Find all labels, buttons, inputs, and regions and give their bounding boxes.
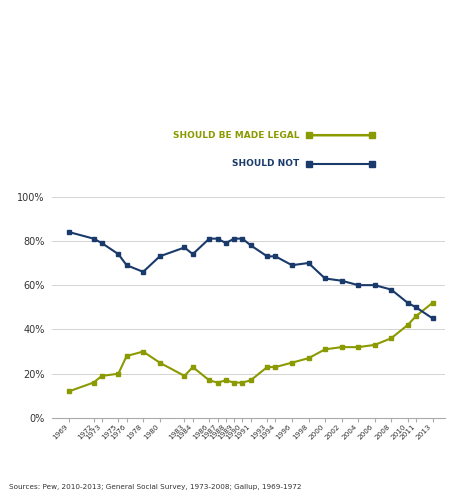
Text: SHOULD NOT: SHOULD NOT [232, 159, 300, 168]
Text: SUPPORT FOR LEGALIZING MARIJUANA HAS SURGED
NEARLY 20 POINTS IN LESS THAN A DECA: SUPPORT FOR LEGALIZING MARIJUANA HAS SUR… [53, 30, 401, 85]
Text: Sources: Pew, 2010-2013; General Social Survey, 1973-2008; Gallup, 1969-1972: Sources: Pew, 2010-2013; General Social … [9, 484, 301, 490]
Text: SHOULD BE MADE LEGAL: SHOULD BE MADE LEGAL [173, 131, 300, 140]
